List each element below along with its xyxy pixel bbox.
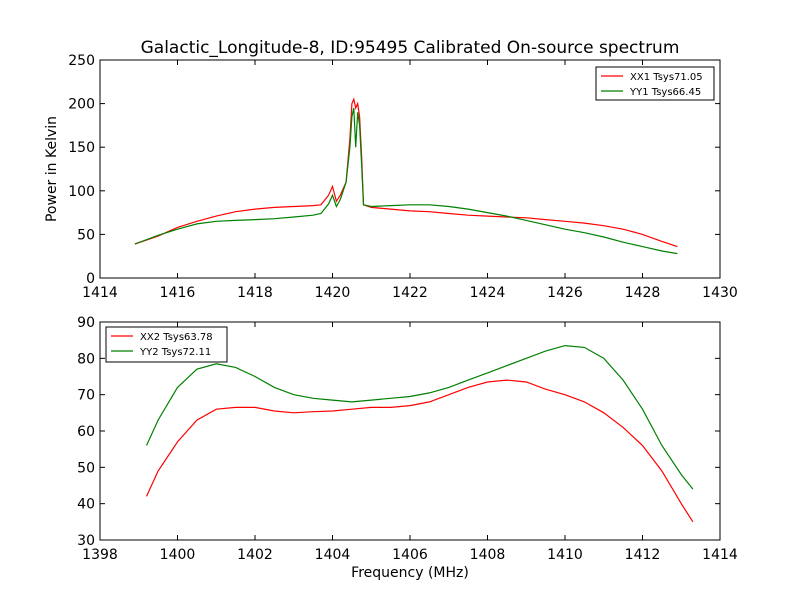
y-tick-label: 90: [77, 315, 95, 331]
y-tick-label: 30: [77, 533, 95, 549]
series-line-2: [134, 107, 678, 255]
y-tick-label: 40: [77, 497, 95, 513]
legend: XX1 Tsys71.05 YY1 Tsys66.45: [595, 66, 715, 101]
y-tick-label: 150: [68, 140, 95, 156]
x-tick-label: 1414: [702, 547, 738, 563]
x-tick-label: 1428: [625, 285, 661, 301]
y-tick-label: 50: [77, 460, 95, 476]
legend-box: [105, 326, 228, 363]
x-tick-label: 1424: [470, 285, 506, 301]
legend-label: XX2 Tsys63.78: [140, 332, 213, 343]
legend-label: XX1 Tsys71.05: [630, 72, 703, 83]
legend: XX2 Tsys63.78 YY2 Tsys72.11: [105, 326, 228, 363]
y-tick-label: 200: [68, 97, 95, 113]
x-tick-label: 1400: [160, 547, 196, 563]
y-tick-label: 50: [77, 227, 95, 243]
x-tick-label: 1420: [315, 285, 351, 301]
upper-plot-panel: 1414 1416 1418 1420 1422 1424 1426 1428 1430 0 50 1…: [68, 53, 738, 301]
figure-title: Galactic_Longitude-8, ID:95495 Calibrate…: [141, 38, 680, 58]
x-tick-label: 1408: [470, 547, 506, 563]
x-tick-label: 1416: [160, 285, 196, 301]
x-tick-label: 1414: [82, 285, 118, 301]
series-line-1: [134, 97, 678, 248]
x-tick-label: 1402: [237, 547, 273, 563]
legend-label: YY1 Tsys66.45: [629, 87, 701, 98]
legend-box: [595, 66, 715, 101]
x-tick-label: 1430: [702, 285, 738, 301]
y-tick-label: 60: [77, 424, 95, 440]
x-tick-label: 1410: [547, 547, 583, 563]
x-tick-label: 1426: [547, 285, 583, 301]
y-tick-label: 0: [86, 271, 95, 287]
x-tick-label: 1398: [82, 547, 118, 563]
lower-x-axis-label: Frequency (MHz): [351, 565, 469, 581]
y-tick-label: 70: [77, 388, 95, 404]
x-tick-label: 1422: [392, 285, 428, 301]
upper-y-axis-label: Power in Kelvin: [44, 116, 60, 222]
legend-label: YY2 Tsys72.11: [139, 347, 211, 358]
series-line-1: [145, 379, 694, 523]
y-tick-label: 80: [77, 351, 95, 367]
x-tick-label: 1404: [315, 547, 351, 563]
x-tick-label: 1412: [625, 547, 661, 563]
y-tick-label: 100: [68, 184, 95, 200]
lower-plot-panel: 1398 1400 1402 1404 1406 1408 1410 1412 1414 30 40…: [77, 315, 738, 563]
series-line-2: [145, 344, 694, 490]
x-tick-label: 1406: [392, 547, 428, 563]
y-tick-label: 250: [68, 53, 95, 69]
x-tick-label: 1418: [237, 285, 273, 301]
